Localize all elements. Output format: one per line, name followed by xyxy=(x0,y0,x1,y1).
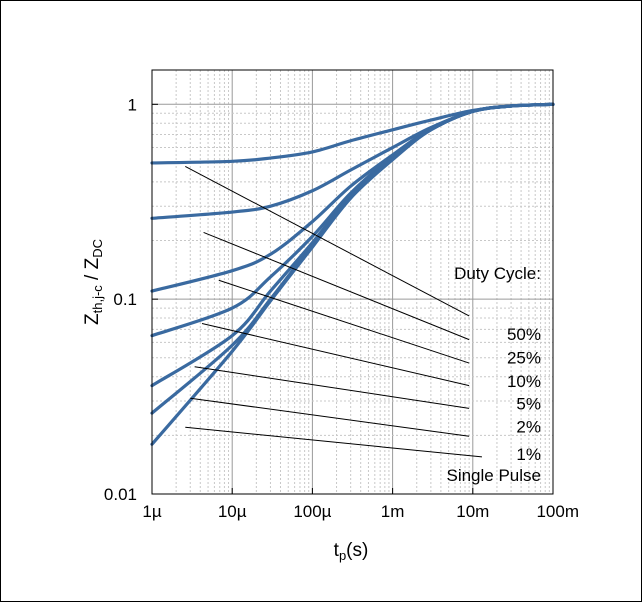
annotation-line-4 xyxy=(194,366,470,409)
annotation-label-3: 5% xyxy=(516,395,541,414)
annotation-line-0 xyxy=(185,165,470,317)
legend-title: Duty Cycle: xyxy=(454,264,541,283)
x-tick-label: 10µ xyxy=(218,502,247,521)
x-tick-label: 1µ xyxy=(142,502,161,521)
y-tick-label: 1 xyxy=(128,95,137,114)
series-line-4 xyxy=(150,102,555,388)
annotation-line-1 xyxy=(203,231,470,341)
annotation-label-6: Single Pulse xyxy=(446,466,541,485)
x-tick-label: 100m xyxy=(536,502,579,521)
tick-labels: 1µ 10µ 100µ 1m 10m 100m 0.01 0.1 1 xyxy=(104,95,579,521)
plot-area-border xyxy=(151,69,554,495)
annotation-label-5: 1% xyxy=(516,445,541,464)
y-axis-title: Zth,j-c / ZDC xyxy=(82,239,105,325)
y-tick-label: 0.1 xyxy=(113,290,137,309)
annotation-line-5 xyxy=(190,397,470,437)
curves xyxy=(150,102,555,446)
annotation-label-1: 25% xyxy=(507,349,541,368)
annotation-label-4: 2% xyxy=(516,417,541,436)
annotation-line-6 xyxy=(185,426,482,458)
x-tick-label: 100µ xyxy=(293,502,331,521)
x-tick-label: 10m xyxy=(456,502,489,521)
y-tick-label: 0.01 xyxy=(104,485,137,504)
annotation-line-2 xyxy=(218,279,470,364)
annotation-label-0: 50% xyxy=(507,325,541,344)
x-tick-label: 1m xyxy=(381,502,405,521)
x-axis-title: tp(s) xyxy=(334,540,369,563)
annotation-lines: 50% 25% 10% 5% 2% 1% Single Pulse xyxy=(185,165,541,485)
axis-ticks xyxy=(151,103,554,495)
series-line-5 xyxy=(150,102,555,415)
series-line-6 xyxy=(150,102,555,446)
annotation-label-2: 10% xyxy=(507,372,541,391)
annotation-line-3 xyxy=(201,323,470,387)
